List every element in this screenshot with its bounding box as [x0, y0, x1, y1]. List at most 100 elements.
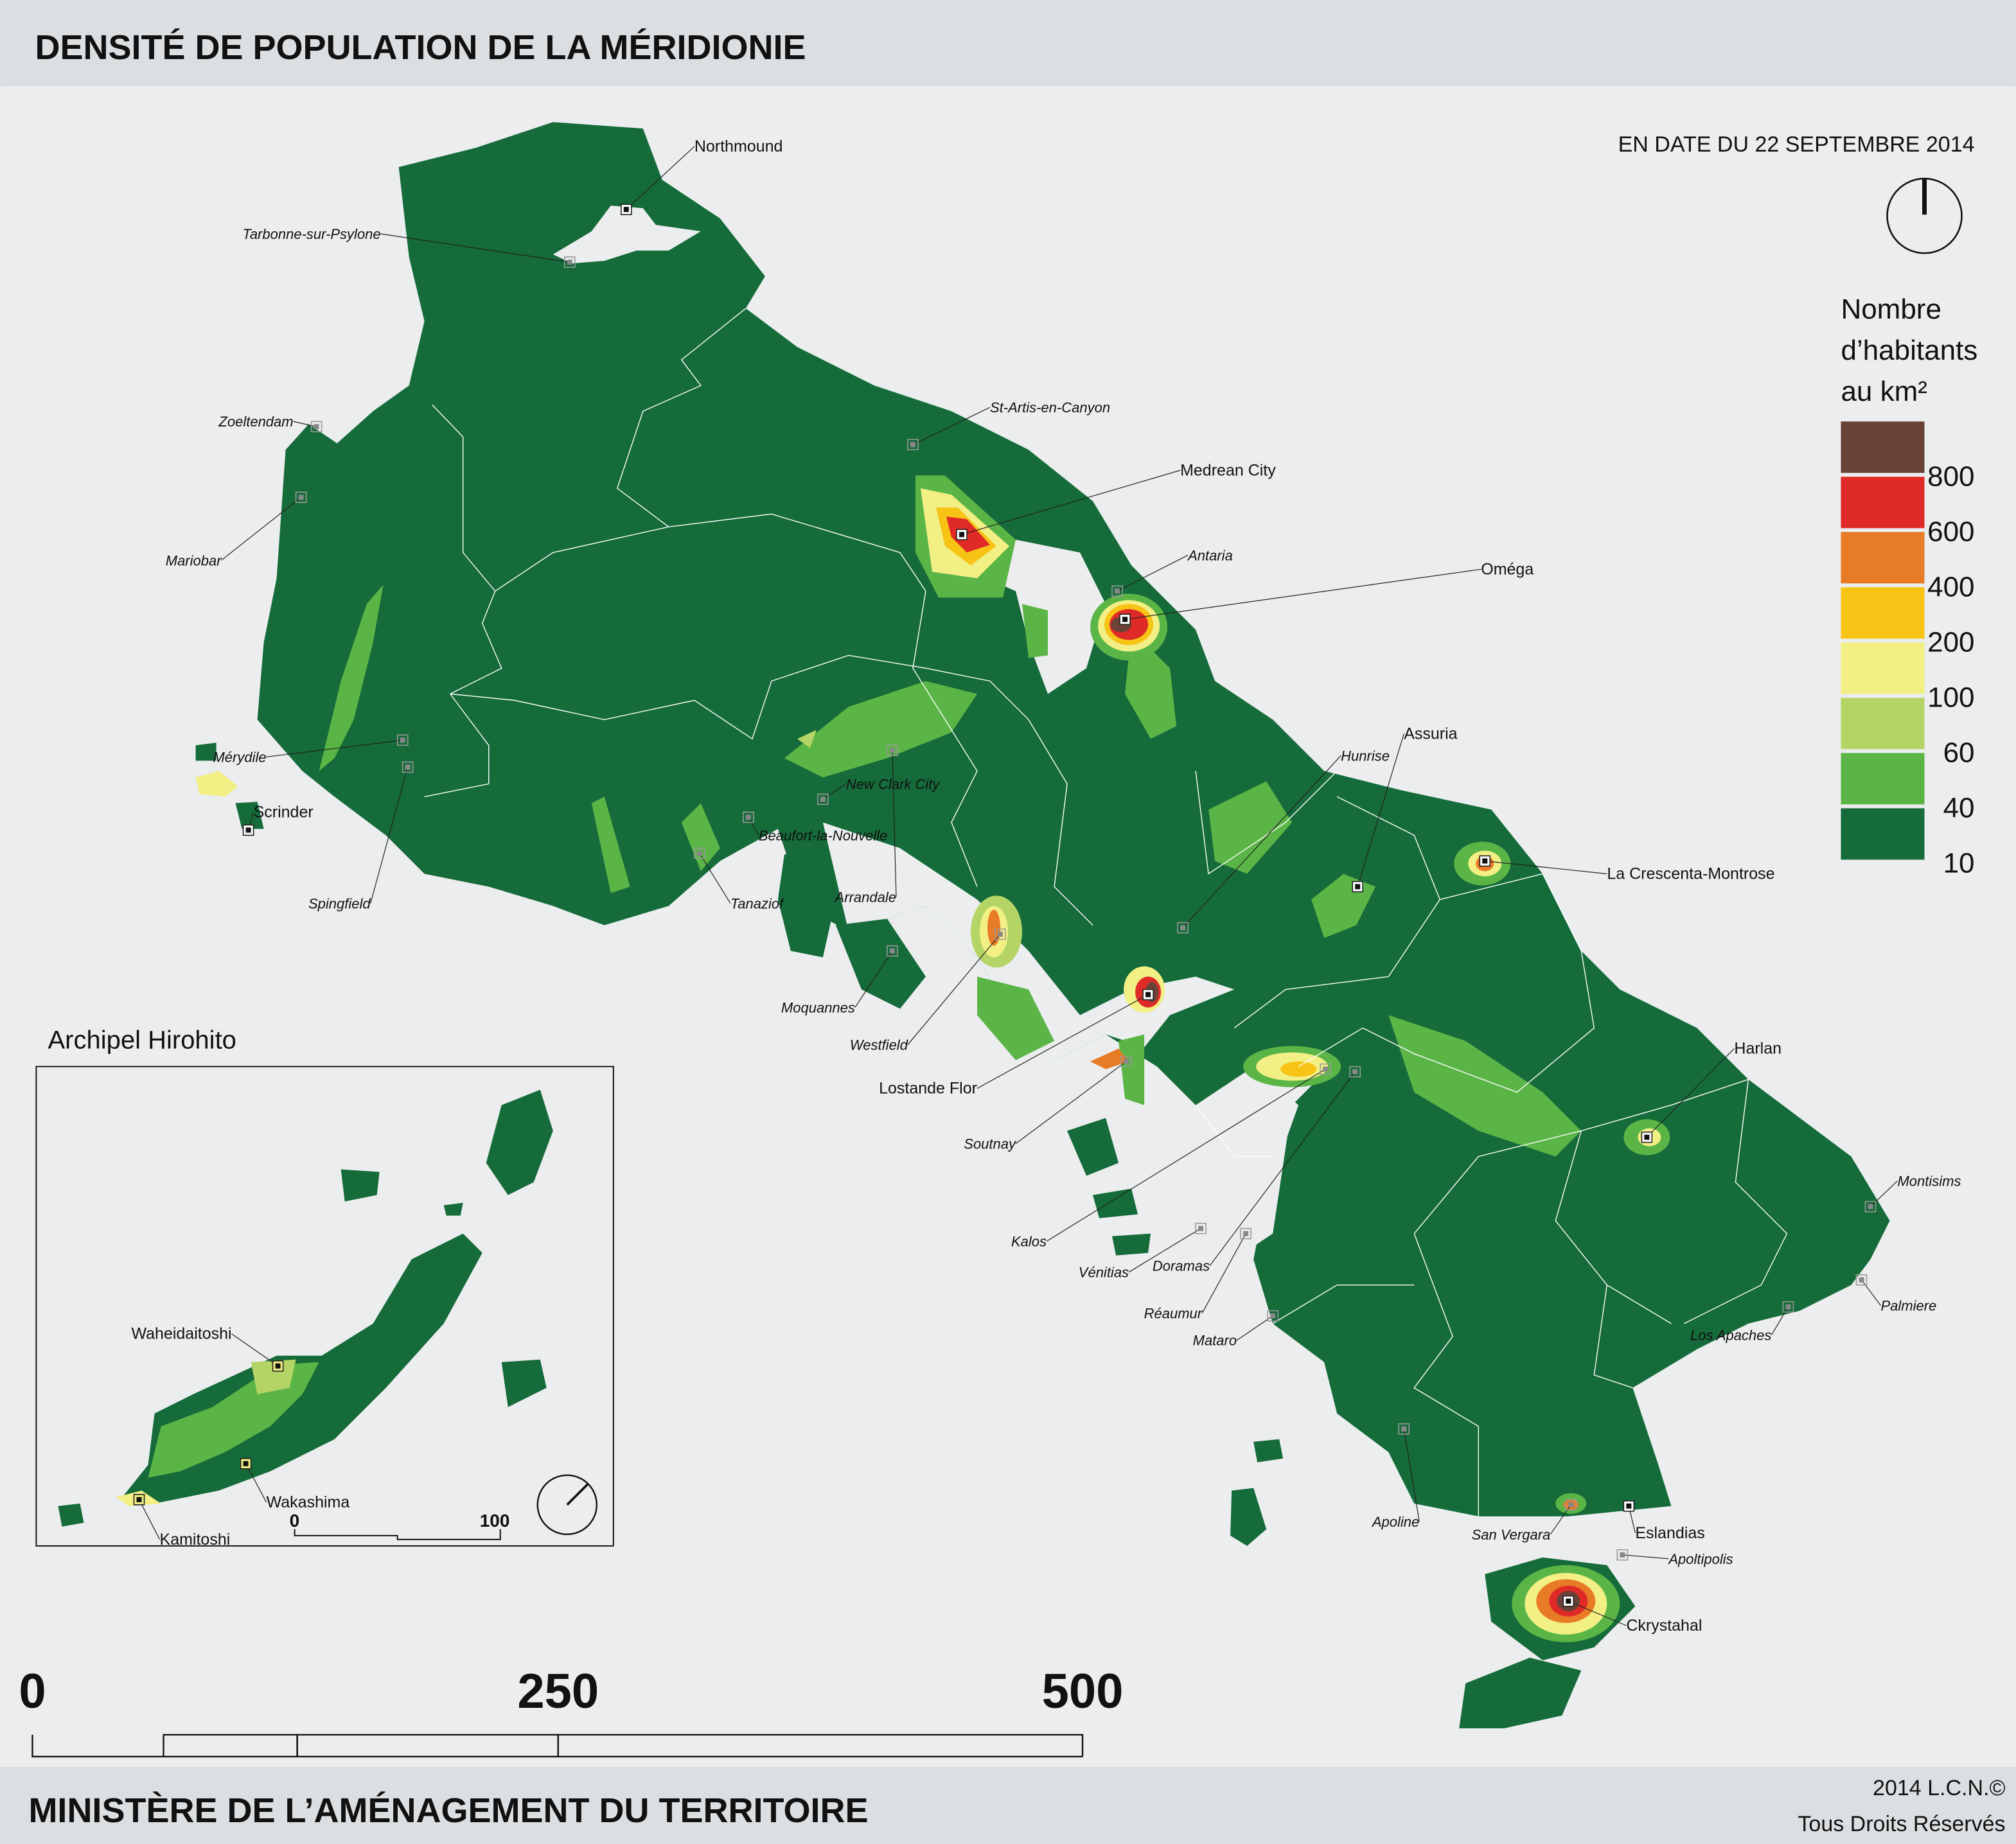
leader-line [1046, 1069, 1326, 1242]
city-v-nitias: Vénitias [1079, 1222, 1207, 1281]
legend-swatch [1841, 642, 1925, 694]
legend-value: 800 [1927, 461, 1974, 492]
islet [1112, 1233, 1151, 1256]
city-hunrise: Hunrise [1177, 748, 1390, 934]
city-label: Scrinder [254, 803, 314, 821]
leader-line [961, 470, 1181, 535]
leader-line [1128, 1228, 1201, 1273]
scale-bar: 0 250 500 [19, 1664, 1123, 1758]
city-label: Doramas [1153, 1258, 1210, 1274]
leader-line [748, 817, 759, 836]
city-dot-icon [1122, 617, 1128, 622]
city-marker-icon [1267, 1310, 1278, 1322]
city-tarbonne-sur-psylone: Tarbonne-sur-Psylone [242, 226, 576, 268]
region-borders [424, 308, 1788, 1516]
leader-line [977, 994, 1149, 1089]
city-label: Mariobar [166, 552, 222, 568]
city-st-artis-en-canyon: St-Artis-en-Canyon [907, 400, 1110, 451]
leader-line [1870, 1181, 1898, 1207]
hot-spot-soutnay [1090, 1034, 1145, 1105]
city-dot-icon [623, 207, 629, 213]
city-doramas: Doramas [1153, 1066, 1361, 1274]
city-label: Mataro [1193, 1333, 1237, 1349]
city-dot-icon [136, 1497, 142, 1502]
city-dot-icon [889, 748, 895, 753]
city-san-vergara: San Vergara [1472, 1499, 1577, 1543]
legend-title-line: Nombre [1841, 294, 1941, 325]
date-label: EN DATE DU 22 SEPTEMBRE 2014 [1618, 132, 1975, 157]
city-label: Mérydile [213, 749, 266, 765]
hot-spot-omega [1090, 593, 1168, 661]
legend-swatch [1841, 698, 1925, 750]
mainland-landmass [257, 122, 1890, 1516]
legend-value: 10 [1943, 847, 1975, 879]
leader-line [1117, 554, 1189, 592]
city-marker-icon [310, 421, 323, 433]
city-label: Beaufort-la-Nouvelle [759, 827, 888, 843]
city-marker-icon [907, 439, 919, 451]
city-soutnay: Soutnay [964, 1055, 1132, 1152]
city-dot-icon [889, 948, 895, 954]
city-dot-icon [997, 931, 1003, 937]
city-northmound: Northmound [620, 137, 783, 215]
city-labels: Northmound Tarbonne-sur-Psylone Zoeltendam… [166, 137, 1961, 1635]
city-label: Arrandale [834, 889, 896, 905]
city-dot-icon [696, 850, 702, 856]
kalos-inlet [1253, 1066, 1325, 1247]
city-dot-icon [1270, 1313, 1276, 1319]
city-label: Kalos [1011, 1234, 1047, 1250]
legend-swatch [1841, 421, 1925, 473]
city-label: Hunrise [1341, 748, 1390, 764]
city-label: San Vergara [1472, 1527, 1551, 1543]
southwest-islet [1230, 1488, 1267, 1546]
leader-line [699, 853, 731, 904]
leader-line [854, 951, 893, 1008]
city-dot-icon [1198, 1225, 1204, 1231]
northmound-lake [553, 206, 701, 264]
city-dot-icon [1644, 1134, 1650, 1140]
islet [235, 802, 264, 829]
southern-islet [1459, 1657, 1582, 1728]
inset-islet [58, 1503, 84, 1527]
leader-line [1403, 1428, 1420, 1522]
city-label: Vénitias [1079, 1265, 1129, 1281]
inset-islet [443, 1202, 463, 1216]
city-dot-icon [1352, 1069, 1358, 1075]
city-mariobar: Mariobar [166, 491, 307, 568]
city-label: Apoline [1371, 1514, 1419, 1530]
leader-line [1357, 733, 1404, 887]
city-dot-icon [400, 737, 405, 743]
city-label: Los Apaches [1690, 1328, 1771, 1344]
inset-scale-bar: 0 100 [290, 1511, 509, 1540]
city-r-aumur: Réaumur [1144, 1227, 1251, 1322]
legend-swatch [1841, 808, 1925, 860]
city-marker-icon [295, 491, 307, 504]
leader-line [892, 750, 897, 897]
city-antaria: Antaria [1111, 547, 1233, 597]
inset-city-label: Wakashima [267, 1493, 350, 1511]
leader-line [626, 146, 695, 210]
city-los-apaches: Los Apaches [1690, 1301, 1794, 1344]
city-label: Palmiere [1880, 1298, 1936, 1314]
leader-line [912, 407, 991, 445]
inset-title: Archipel Hirohito [48, 1026, 236, 1055]
city-marker-icon [694, 847, 705, 859]
city-la-crescenta-montrose: La Crescenta-Montrose [1479, 855, 1775, 882]
city-marker-icon [1782, 1301, 1794, 1313]
leader-line [1568, 1601, 1627, 1626]
leader-line [1124, 568, 1481, 620]
city-dot-icon [314, 424, 319, 430]
city-dot-icon [1620, 1552, 1625, 1558]
ministry-label: MINISTÈRE DE L’AMÉNAGEMENT DU TERRITOIRE [28, 1791, 868, 1830]
city-dot-icon [1323, 1066, 1329, 1072]
leader-line [221, 496, 301, 561]
city-marker-icon [563, 256, 576, 268]
city-palmiere: Palmiere [1855, 1274, 1936, 1314]
inset-north-arrow-icon [536, 1474, 597, 1536]
city-dot-icon [1626, 1503, 1632, 1509]
inset-north-island [486, 1089, 553, 1195]
legend-value: 100 [1927, 681, 1974, 713]
city-arrandale: Arrandale [834, 744, 898, 905]
leader-line [370, 767, 409, 904]
city-label: Apoltipolis [1667, 1551, 1733, 1567]
